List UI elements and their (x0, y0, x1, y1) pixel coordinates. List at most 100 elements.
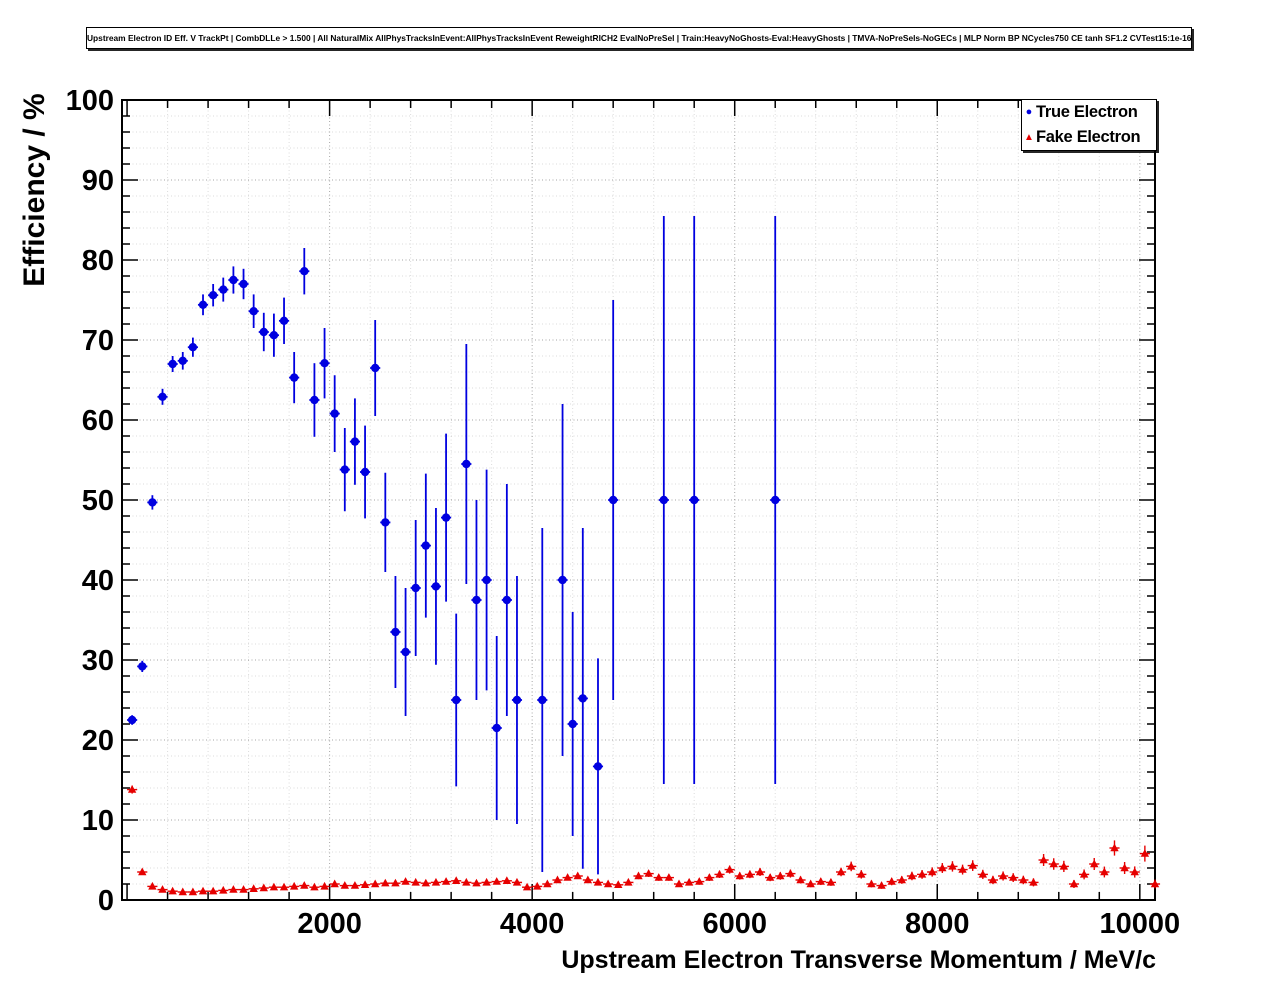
data-point (613, 880, 624, 888)
data-point (238, 885, 249, 893)
data-point (537, 528, 548, 872)
data-point (1119, 862, 1130, 874)
data-point (805, 879, 816, 888)
data-point (319, 881, 330, 890)
data-point (542, 879, 553, 888)
y-tick-label: 40 (82, 565, 114, 597)
data-point (137, 660, 148, 672)
data-point (608, 300, 619, 700)
data-point (1068, 879, 1080, 888)
data-point (299, 881, 310, 889)
data-point (491, 877, 502, 885)
data-point (896, 875, 907, 884)
data-point (208, 886, 219, 895)
data-point (653, 873, 664, 881)
data-point (562, 873, 573, 881)
data-point (977, 869, 988, 880)
data-point (390, 576, 401, 688)
legend-item-fake-electron: ▲ Fake Electron (1022, 126, 1156, 150)
data-point (461, 877, 472, 886)
data-point (734, 871, 745, 880)
data-point (481, 469, 492, 691)
data-point (339, 881, 350, 889)
data-point (289, 352, 300, 404)
data-point (410, 877, 421, 886)
data-point (704, 873, 715, 881)
data-point (268, 313, 279, 357)
data-point (430, 877, 442, 886)
data-point (137, 867, 148, 876)
data-point (775, 871, 786, 880)
circle-marker-icon: ● (1025, 106, 1033, 118)
y-tick-label: 100 (66, 85, 114, 117)
data-point (278, 882, 290, 891)
data-point (147, 881, 158, 890)
data-point (248, 294, 259, 328)
data-point (258, 883, 269, 892)
x-tick-labels: 2000 4000 6000 8000 10000 (297, 908, 1180, 940)
data-point (846, 861, 857, 872)
series-true-electron (127, 216, 781, 875)
y-tick-label: 70 (82, 325, 114, 357)
data-point (471, 500, 482, 700)
data-point (754, 867, 766, 876)
data-point (770, 216, 781, 784)
data-point (856, 869, 867, 879)
data-point (1129, 866, 1140, 878)
data-point (532, 881, 543, 890)
data-point (461, 344, 472, 584)
data-point (228, 266, 239, 294)
data-point (501, 876, 512, 884)
data-point (967, 860, 978, 871)
data-point (400, 588, 411, 716)
data-point (451, 876, 462, 884)
y-tick-label: 20 (82, 725, 114, 757)
data-point (633, 871, 644, 880)
data-point (663, 873, 674, 881)
data-point (1018, 875, 1029, 885)
data-point (441, 877, 452, 885)
data-point (825, 877, 836, 886)
data-point (592, 658, 604, 875)
data-point (400, 877, 411, 885)
y-tick-label: 0 (98, 885, 114, 917)
data-point (886, 877, 897, 886)
data-point (1058, 860, 1069, 872)
data-point (1028, 877, 1039, 887)
data-point (380, 878, 391, 887)
grid-layer (122, 100, 1155, 900)
data-point (299, 248, 310, 295)
data-point (937, 863, 948, 873)
data-point (1038, 854, 1049, 866)
data-point (906, 871, 918, 881)
x-tick-label: 2000 (297, 908, 362, 940)
data-point (623, 877, 634, 886)
data-point (714, 869, 725, 878)
data-point (218, 277, 229, 302)
axis-ticks (122, 100, 1155, 900)
data-point (876, 881, 887, 889)
data-point (947, 861, 958, 872)
data-point (349, 398, 360, 485)
y-tick-label: 80 (82, 245, 114, 277)
data-point (522, 882, 533, 891)
data-point (471, 878, 482, 887)
data-point (370, 879, 381, 888)
data-point (268, 882, 279, 891)
y-tick-label: 30 (82, 645, 114, 677)
data-point (390, 878, 401, 887)
data-point (491, 636, 502, 820)
data-point (319, 328, 330, 399)
data-point (248, 884, 259, 892)
data-point (572, 871, 583, 880)
data-point (329, 375, 340, 452)
data-point (957, 864, 968, 875)
data-point (258, 312, 269, 352)
data-point (835, 867, 847, 877)
x-tick-label: 4000 (500, 908, 565, 940)
data-point (309, 363, 320, 437)
x-axis-title: Upstream Electron Transverse Momentum / … (561, 946, 1156, 974)
data-point (157, 388, 168, 405)
data-point (278, 297, 290, 344)
x-tick-label: 8000 (905, 908, 970, 940)
